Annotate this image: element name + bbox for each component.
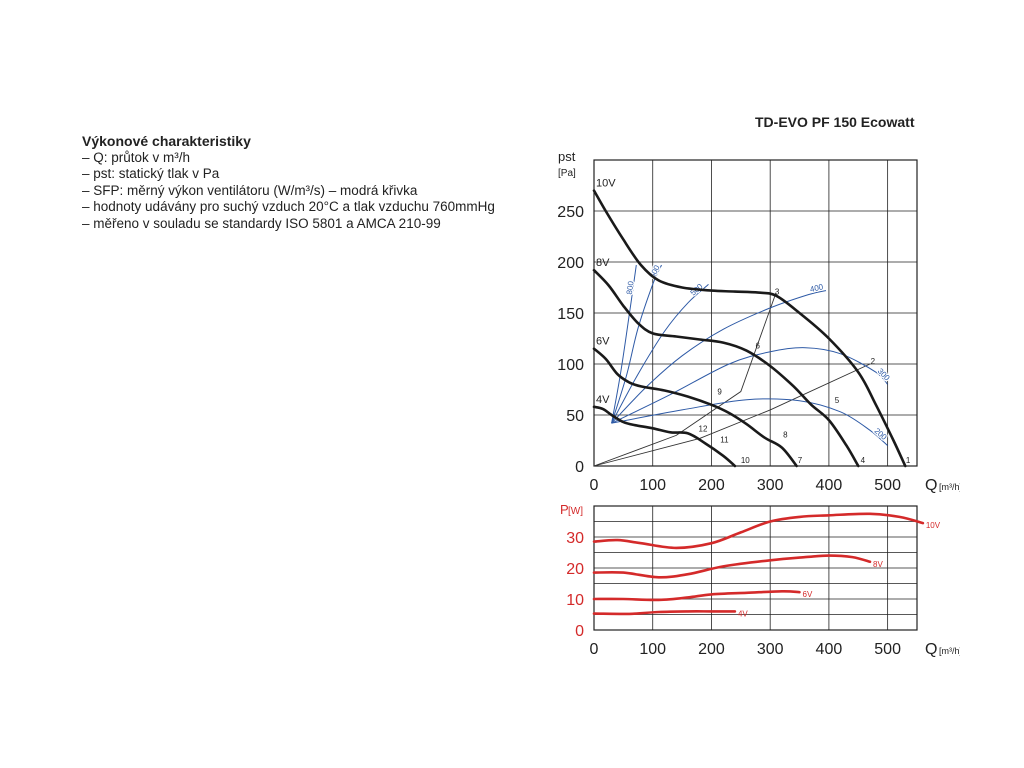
description-line: – Q: průtok v m³/h — [82, 149, 191, 165]
y-tick-label: 20 — [566, 561, 584, 578]
sfp-label-300: 300 — [876, 367, 892, 383]
power-label-4V: 4V — [738, 609, 748, 618]
power-label-8V: 8V — [873, 560, 883, 569]
point-label: 9 — [717, 388, 722, 397]
description-line: – měřeno v souladu se standardy ISO 5801… — [82, 215, 441, 231]
operating-line — [593, 292, 777, 467]
point-label: 5 — [835, 396, 840, 405]
x-tick-label: 200 — [698, 477, 725, 494]
x-tick-label: 400 — [816, 641, 843, 658]
description-line: – SFP: měrný výkon ventilátoru (W/m³/s) … — [82, 182, 418, 198]
series-label-10V: 10V — [596, 178, 616, 190]
y-axis-unit: [W] — [568, 506, 583, 517]
x-tick-label: 0 — [590, 477, 599, 494]
x-axis-label: Q — [925, 641, 937, 658]
point-label: 8 — [783, 430, 788, 439]
x-tick-label: 0 — [590, 641, 599, 658]
pressure-curve-10V — [592, 189, 907, 468]
y-tick-label: 150 — [557, 306, 584, 323]
power-label-10V: 10V — [926, 521, 941, 530]
y-tick-label: 30 — [566, 530, 584, 547]
point-label: 10 — [741, 456, 750, 465]
power-curve-10V — [592, 512, 925, 550]
power-chart: 0 100 200 300 400 500 0 10 20 30 P [W] Q [m³/h] 10V 8V 6… — [560, 502, 960, 658]
pressure-curve-4V — [592, 405, 737, 468]
power-curve-4V — [592, 610, 737, 616]
point-label: 1 — [906, 456, 911, 465]
sfp-curve-800 — [611, 265, 637, 424]
operating-line — [593, 363, 871, 467]
y-tick-label: 200 — [557, 255, 584, 272]
description-line: – pst: statický tlak v Pa — [82, 166, 220, 182]
power-curve-6V — [592, 589, 801, 602]
y-tick-label: 50 — [566, 408, 584, 425]
y-axis-unit: [Pa] — [558, 168, 576, 179]
x-tick-label: 400 — [816, 477, 843, 494]
x-tick-label: 500 — [874, 641, 901, 658]
point-label: 2 — [871, 357, 876, 366]
pressure-curve-6V — [592, 347, 798, 468]
point-label: 7 — [798, 456, 803, 465]
y-tick-label: 100 — [557, 357, 584, 374]
sfp-label-400: 400 — [809, 282, 825, 294]
power-curve-8V — [592, 554, 872, 579]
y-tick-label: 0 — [575, 623, 584, 640]
sfp-label-800: 800 — [625, 280, 636, 295]
pressure-chart: 0 100 200 300 400 500 0 50 100 150 200 250 pst [Pa] Q[… — [557, 149, 960, 494]
series-label-4V: 4V — [596, 394, 610, 406]
x-tick-label: 300 — [757, 477, 784, 494]
chart-title: TD-EVO PF 150 Ecowatt — [755, 114, 915, 130]
series-label-8V: 8V — [596, 257, 610, 269]
x-axis-unit: [m³/h] — [939, 646, 960, 656]
sfp-curve-200 — [611, 398, 888, 446]
x-tick-label: 100 — [639, 641, 666, 658]
y-axis-label: P — [560, 502, 569, 517]
point-label: 4 — [861, 456, 866, 465]
sfp-curve-300 — [611, 347, 888, 424]
power-label-6V: 6V — [803, 590, 813, 599]
description-block: Výkonové charakteristiky – Q: průtok v m… — [82, 133, 522, 233]
description-line: – hodnoty udávány pro suchý vzduch 20°C … — [82, 199, 495, 215]
fan-performance-figure: 0 100 200 300 400 500050100150200250pst[Pa]Q[… — [557, 149, 960, 658]
x-axis-label: Q — [925, 477, 937, 494]
y-tick-label: 250 — [557, 204, 584, 221]
sfp-curve-500 — [611, 284, 709, 424]
y-tick-label: 0 — [575, 459, 584, 476]
point-label: 3 — [775, 288, 780, 297]
y-tick-label: 10 — [566, 592, 584, 609]
point-label: 6 — [756, 342, 761, 351]
series-label-6V: 6V — [596, 336, 610, 348]
x-axis-unit: [m³/h] — [939, 482, 960, 492]
x-tick-label: 500 — [874, 477, 901, 494]
x-tick-label: 100 — [639, 477, 666, 494]
pressure-curve-8V — [592, 268, 860, 468]
point-label: 11 — [720, 436, 729, 445]
y-axis-label: pst — [558, 149, 576, 164]
point-label: 12 — [699, 424, 708, 433]
sfp-curve-600 — [611, 264, 662, 424]
description-title: Výkonové charakteristiky — [82, 133, 251, 149]
x-tick-label: 200 — [698, 641, 725, 658]
x-tick-label: 300 — [757, 641, 784, 658]
